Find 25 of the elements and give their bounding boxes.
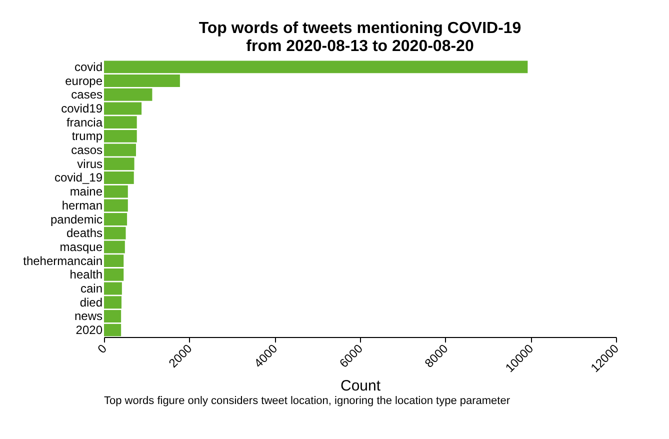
y-tick-label: covid19	[61, 101, 103, 116]
y-tick-label: francia	[66, 115, 103, 130]
text: Top words figure only considers tweet location, ignoring the location type parameter	[104, 395, 510, 407]
y-tick-label: herman	[62, 198, 102, 212]
y-tick-label: virus	[77, 156, 102, 171]
y-tick-label: covid	[74, 60, 102, 74]
y-tick-label: deaths	[66, 226, 102, 240]
y-tick-label: maine	[70, 184, 103, 199]
y-tick-label: trump	[72, 129, 103, 144]
text: from 2020-08-13 to 2020-08-20	[246, 38, 474, 55]
y-tick-label: died	[80, 295, 102, 310]
y-tick-label: thehermancain	[23, 254, 102, 268]
y-tick-label: cases	[71, 88, 102, 102]
y-tick-label: europe	[65, 74, 103, 88]
y-tick-label: pandemic	[50, 212, 102, 226]
y-tick-label: news	[74, 309, 102, 324]
y-tick-label: health	[70, 268, 102, 282]
text: Top words of tweets mentioning COVID-19	[198, 20, 522, 37]
y-tick-label: casos	[71, 143, 102, 158]
y-tick-label: masque	[60, 240, 103, 254]
y-tick-label: cain	[80, 282, 102, 296]
x-axis-title: Count	[340, 377, 382, 394]
y-tick-label: covid_19	[54, 170, 103, 185]
x-tick-label: 0	[94, 341, 110, 356]
y-tick-label: 2020	[76, 323, 103, 338]
